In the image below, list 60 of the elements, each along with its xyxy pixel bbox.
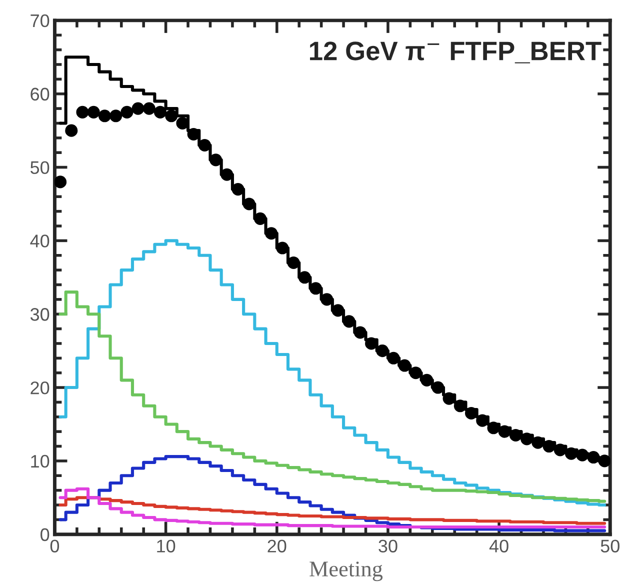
y-tick-label: 10 bbox=[31, 454, 50, 468]
x-tick-label: 10 bbox=[157, 540, 176, 552]
point bbox=[87, 106, 100, 118]
point bbox=[220, 168, 234, 181]
point bbox=[187, 128, 200, 141]
point bbox=[54, 176, 67, 188]
point bbox=[587, 450, 600, 464]
y-tick-label: 0 bbox=[40, 528, 50, 542]
point bbox=[210, 154, 222, 166]
point bbox=[498, 425, 511, 438]
point bbox=[65, 124, 78, 137]
x-tick-label: 40 bbox=[489, 540, 508, 552]
point bbox=[254, 212, 266, 225]
point bbox=[532, 436, 544, 449]
point bbox=[554, 444, 566, 456]
y-tick-label: 20 bbox=[30, 381, 50, 394]
point bbox=[598, 454, 610, 468]
point bbox=[309, 282, 322, 295]
point bbox=[520, 432, 534, 446]
point bbox=[298, 271, 311, 284]
point bbox=[76, 106, 89, 118]
point bbox=[287, 256, 300, 269]
point bbox=[564, 447, 578, 460]
x-tick-label: 50 bbox=[600, 540, 620, 552]
point bbox=[576, 448, 589, 462]
y-tick-label: 30 bbox=[30, 308, 50, 321]
x-tick-label: 20 bbox=[268, 540, 286, 552]
point bbox=[232, 183, 244, 196]
point bbox=[132, 102, 144, 115]
point bbox=[110, 110, 122, 122]
point bbox=[409, 366, 422, 380]
y-tick-label: 60 bbox=[30, 88, 50, 101]
point bbox=[154, 106, 167, 118]
point bbox=[320, 293, 334, 306]
point bbox=[198, 138, 211, 152]
x-tick-label: 0 bbox=[50, 540, 60, 552]
point bbox=[276, 242, 289, 254]
point bbox=[509, 428, 522, 442]
point bbox=[376, 344, 389, 358]
annotation: 12 GeV π$^{−}$ FTFP_BERT bbox=[310, 42, 602, 64]
point bbox=[98, 110, 111, 122]
point bbox=[242, 198, 256, 210]
point bbox=[387, 352, 400, 364]
point bbox=[542, 440, 556, 453]
point bbox=[265, 227, 278, 240]
point bbox=[398, 359, 411, 372]
point bbox=[120, 106, 134, 118]
x-tick-label: 30 bbox=[378, 540, 398, 552]
y-tick-label: 70 bbox=[30, 14, 50, 28]
text: Meeting bbox=[310, 562, 383, 582]
y-tick-label: 50 bbox=[30, 161, 50, 174]
point bbox=[487, 422, 500, 434]
point bbox=[420, 374, 434, 386]
point bbox=[165, 110, 178, 122]
point bbox=[332, 304, 344, 317]
point bbox=[142, 102, 156, 115]
point bbox=[432, 381, 444, 394]
point bbox=[342, 315, 356, 328]
point bbox=[354, 326, 366, 339]
y-tick-label: 40 bbox=[30, 234, 50, 248]
